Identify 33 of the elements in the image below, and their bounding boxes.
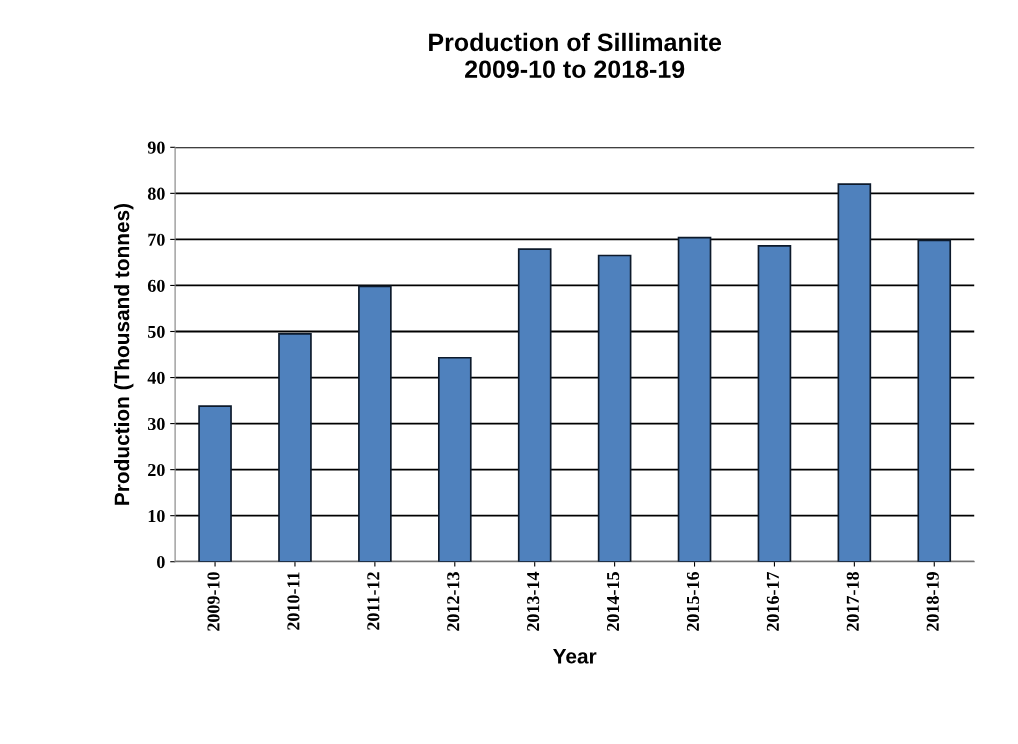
y-tick-label: 80 [147, 187, 165, 200]
bar [837, 183, 872, 562]
bar [677, 236, 712, 562]
y-tick-label: 10 [148, 509, 165, 523]
y-tick-label: 50 [148, 325, 165, 338]
y-tick-label: 70 [148, 233, 165, 246]
x-tick-label: 2011-12 [367, 572, 380, 630]
y-axis-title: Production (Thousand tonnes) [114, 203, 134, 505]
bar [278, 332, 312, 562]
y-tick-label: 90 [147, 141, 165, 154]
x-tick-label: 2013-14 [527, 571, 540, 631]
bar [437, 356, 472, 562]
x-tick-label: 2009-10 [207, 572, 220, 631]
bar [517, 248, 552, 562]
bar [757, 245, 792, 562]
x-tick-label: 2018-19 [926, 572, 939, 631]
x-tick-label: 2014-15 [606, 572, 620, 631]
x-tick-label: 2017-18 [846, 572, 859, 631]
bar [917, 239, 952, 562]
bar [358, 285, 392, 562]
x-tick-label: 2010-11 [287, 572, 300, 630]
x-tick-label: 2012-13 [447, 572, 460, 631]
y-tick-label: 0 [157, 555, 165, 569]
y-tick-label: 30 [148, 417, 165, 431]
chart-title: Production of Sillimanite 2009-10 to 2018-19 [429, 32, 722, 79]
bar [597, 254, 632, 562]
x-axis-title: Year [553, 649, 597, 664]
y-tick-label: 40 [147, 371, 165, 384]
y-tick-label: 20 [148, 463, 165, 477]
bar [198, 405, 232, 562]
x-tick-label: 2016-17 [766, 571, 779, 631]
x-tick-label: 2015-16 [686, 571, 700, 631]
y-tick-label: 60 [147, 279, 165, 292]
